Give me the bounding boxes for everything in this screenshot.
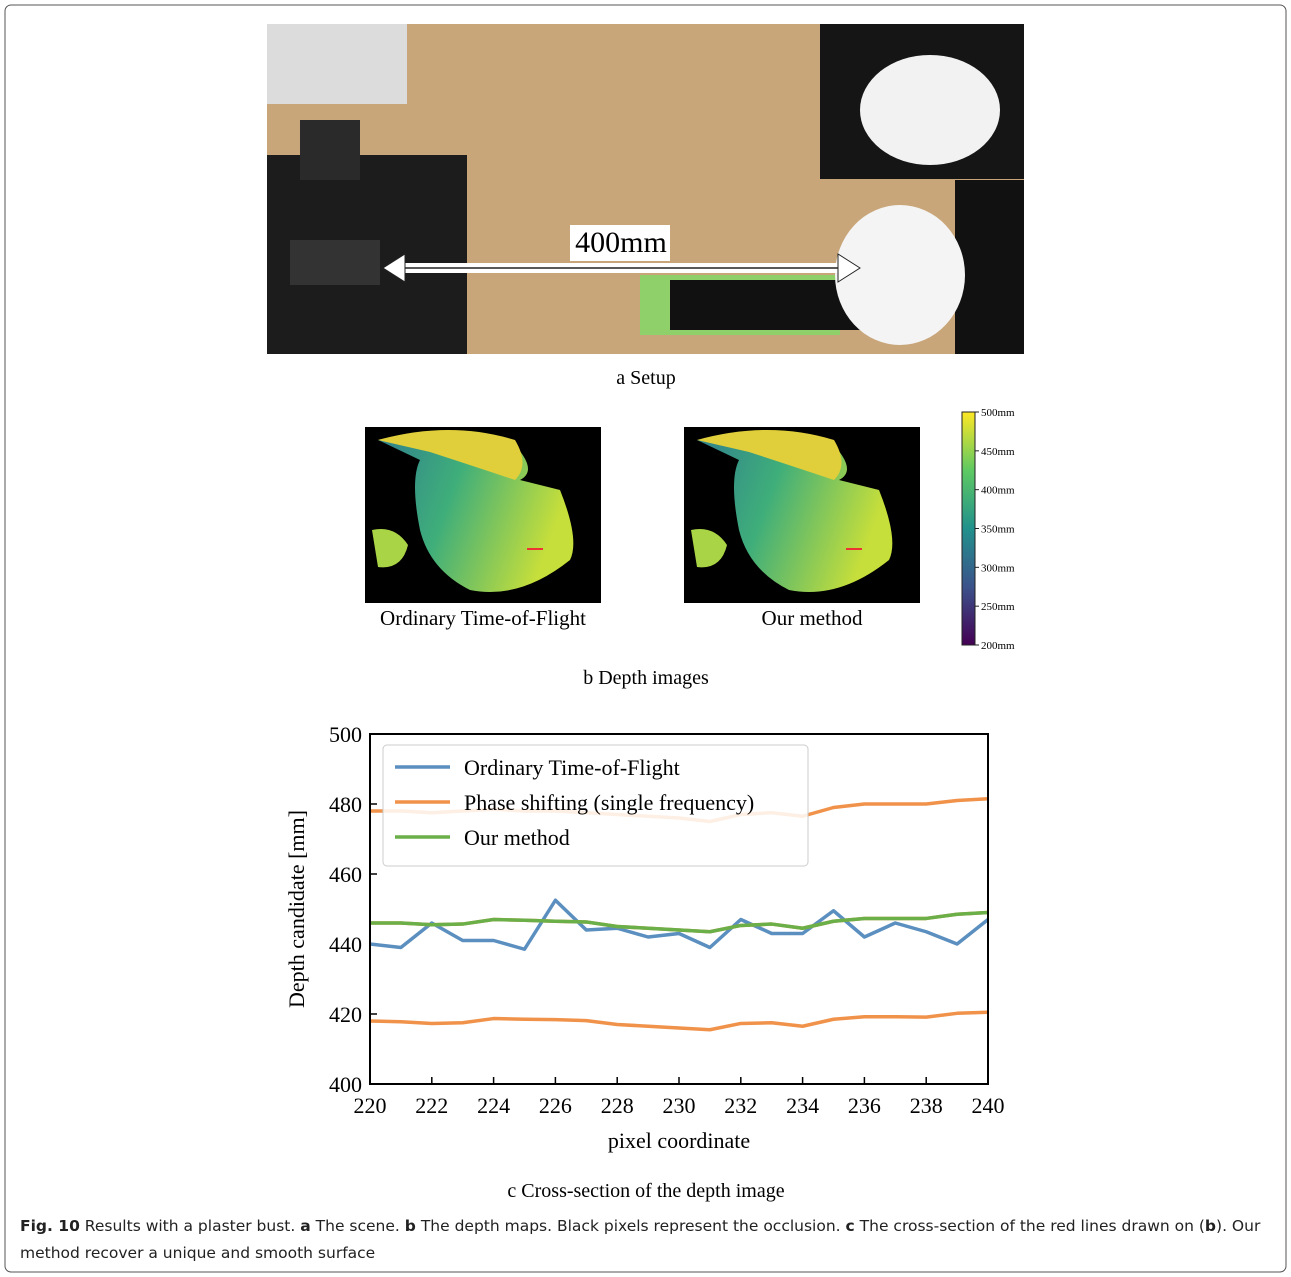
x-tick-label: 226 (539, 1093, 572, 1118)
caption-text: The scene. (316, 1217, 400, 1235)
caption-label: c (846, 1217, 855, 1235)
figure-caption: Fig. 10 Results with a plaster bust. a T… (20, 1213, 1270, 1267)
depth-image (365, 427, 601, 603)
depth-label: Ordinary Time-of-Flight (380, 606, 586, 630)
depth-label: Our method (762, 606, 863, 630)
data-line (370, 1012, 988, 1030)
colorbar-tick-label: 200mm (981, 640, 1015, 652)
panel-caption: a Setup (616, 367, 675, 389)
x-tick-label: 220 (354, 1093, 387, 1118)
colorbar-tick-label: 500mm (981, 407, 1015, 419)
y-axis-label: Depth candidate [mm] (284, 810, 309, 1008)
caption-label: b (1205, 1217, 1216, 1235)
colorbar (962, 412, 975, 645)
caption-text: The cross-section of the red lines drawn… (860, 1217, 1205, 1235)
caption-label: b (405, 1217, 416, 1235)
setup-photo (267, 24, 1024, 354)
depth-image (684, 427, 920, 603)
x-tick-label: 234 (786, 1093, 819, 1118)
legend-label: Ordinary Time-of-Flight (464, 755, 680, 780)
page: 400mm a Setup Ordinary Time-of-Flight Ou… (0, 0, 1291, 1277)
panel-caption: b Depth images (583, 667, 709, 689)
x-tick-label: 232 (724, 1093, 757, 1118)
figure: 400mm a Setup Ordinary Time-of-Flight Ou… (0, 0, 1291, 1277)
panel-caption: c Cross-section of the depth image (507, 1180, 784, 1202)
legend-label: Our method (464, 825, 570, 850)
colorbar-tick-label: 250mm (981, 601, 1015, 613)
x-tick-label: 224 (477, 1093, 510, 1118)
y-tick-label: 420 (329, 1002, 362, 1027)
colorbar-tick-label: 350mm (981, 524, 1015, 536)
colorbar-tick-label: 400mm (981, 485, 1015, 497)
x-axis-label: pixel coordinate (608, 1128, 750, 1153)
colorbar-tick-label: 450mm (981, 446, 1015, 458)
x-tick-label: 236 (848, 1093, 881, 1118)
caption-label: a (300, 1217, 310, 1235)
y-tick-label: 440 (329, 932, 362, 957)
x-tick-label: 222 (415, 1093, 448, 1118)
distance-label: 400mm (575, 226, 667, 259)
caption-text: The depth maps. Black pixels represent t… (421, 1217, 841, 1235)
x-tick-label: 238 (910, 1093, 943, 1118)
y-tick-label: 460 (329, 862, 362, 887)
x-tick-label: 240 (972, 1093, 1005, 1118)
x-tick-label: 230 (663, 1093, 696, 1118)
legend-label: Phase shifting (single frequency) (464, 790, 754, 815)
y-tick-label: 480 (329, 792, 362, 817)
y-tick-label: 500 (329, 722, 362, 747)
x-tick-label: 228 (601, 1093, 634, 1118)
colorbar-tick-label: 300mm (981, 562, 1015, 574)
caption-text: Results with a plaster bust. (85, 1217, 296, 1235)
caption-label: Fig. 10 (20, 1217, 80, 1235)
